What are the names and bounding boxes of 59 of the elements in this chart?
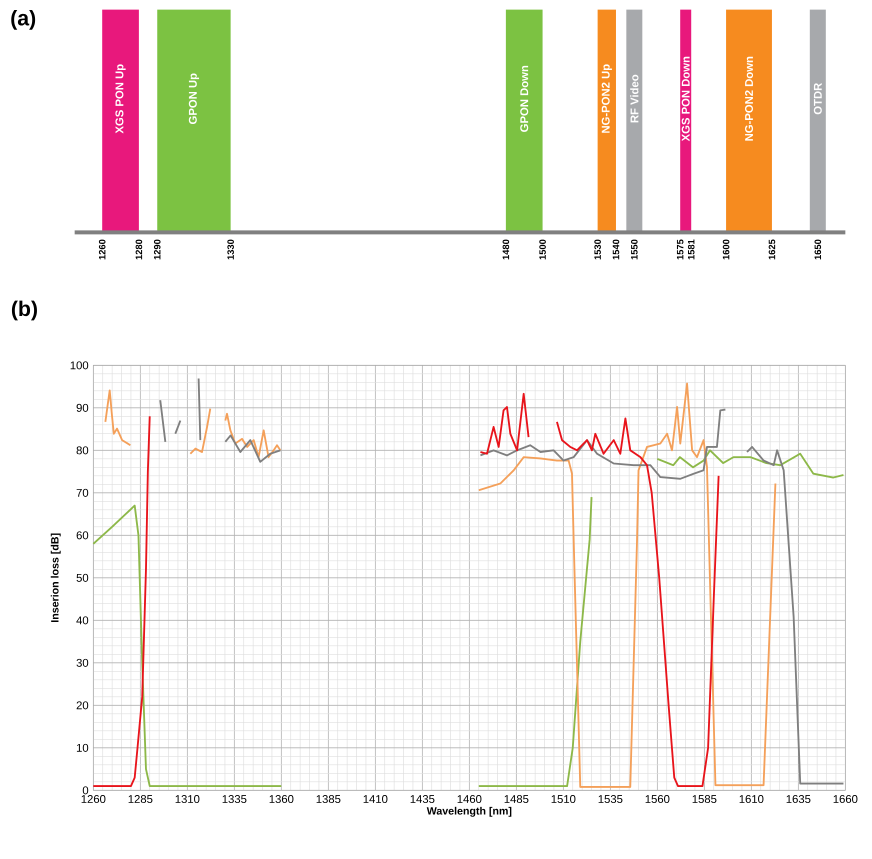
x-tick-label: 1335 [222,795,246,804]
x-tick-label: 1410 [364,795,388,804]
x-tick-label: 1360 [270,795,294,804]
y-tick-label: 0 [82,786,88,794]
x-tick-label: 1625 [768,239,776,260]
x-tick-label: 1260 [82,795,106,804]
bar [102,10,139,232]
x-tick-label: 1510 [552,795,576,804]
x-tick-label: 1480 [502,240,510,260]
x-tick-label: 1610 [740,795,764,804]
series-label: NG-PON2 Up [602,64,612,133]
ref-line-label: RF Video [630,74,638,122]
x-tick-label: 1660 [834,795,858,804]
y-tick-label: 70 [76,488,88,497]
bar [598,10,616,232]
x-tick-label: 1460 [458,795,482,804]
x-tick-label: 1530 [594,240,601,260]
x-tick-label: 1650 [814,240,822,260]
y-tick-label: 100 [70,361,88,370]
series-label: XGS PON Up [115,64,126,134]
bar [157,10,231,232]
chart-title: (b) [12,300,37,320]
x-tick-label: 1500 [539,240,546,260]
y-tick-label: 80 [76,446,88,454]
text: (a) [11,10,36,30]
x-axis-title: Wavelength [nm] [426,806,512,817]
x-tick-label: 1560 [646,795,670,804]
ref-line-label: OTDR [814,82,822,114]
x-tick-label: 1435 [410,795,434,804]
y-tick-label: 60 [76,531,88,540]
x-tick-label: 1290 [154,240,161,260]
x-tick-label: 1280 [136,240,142,260]
bar [506,10,543,232]
x-tick-label: 1285 [128,795,152,804]
bar [726,10,772,232]
x-tick-label: 1581 [688,239,694,260]
y-axis-title: Inserion loss [dB] [50,534,61,622]
x-tick-label: 1575 [676,239,684,260]
y-tick-label: 40 [76,616,88,624]
x-tick-label: 1550 [631,240,638,260]
series-label: XGS PON Down [682,56,690,142]
x-tick-label: 1535 [598,795,622,804]
x-tick-label: 1635 [786,795,810,804]
series-label: NG-PON2 Down [745,56,753,141]
series-label: GPON Down [520,66,528,132]
x-tick-label: 1385 [316,795,340,804]
x-tick-label: 1330 [227,240,234,260]
x-tick-label: 1540 [612,240,620,260]
y-tick-label: 30 [76,658,88,667]
x-tick-label: 1310 [176,795,200,804]
x-tick-label: 1600 [722,240,730,260]
x-tick-label: 1585 [692,795,716,804]
x-tick-label: 1485 [504,795,528,804]
y-tick-label: 90 [76,404,88,412]
x-tick-label: 1260 [98,240,106,260]
y-tick-label: 10 [76,744,88,752]
y-tick-label: 50 [76,574,88,582]
y-tick-label: 20 [76,701,88,710]
series-label: GPON Up [188,73,200,124]
